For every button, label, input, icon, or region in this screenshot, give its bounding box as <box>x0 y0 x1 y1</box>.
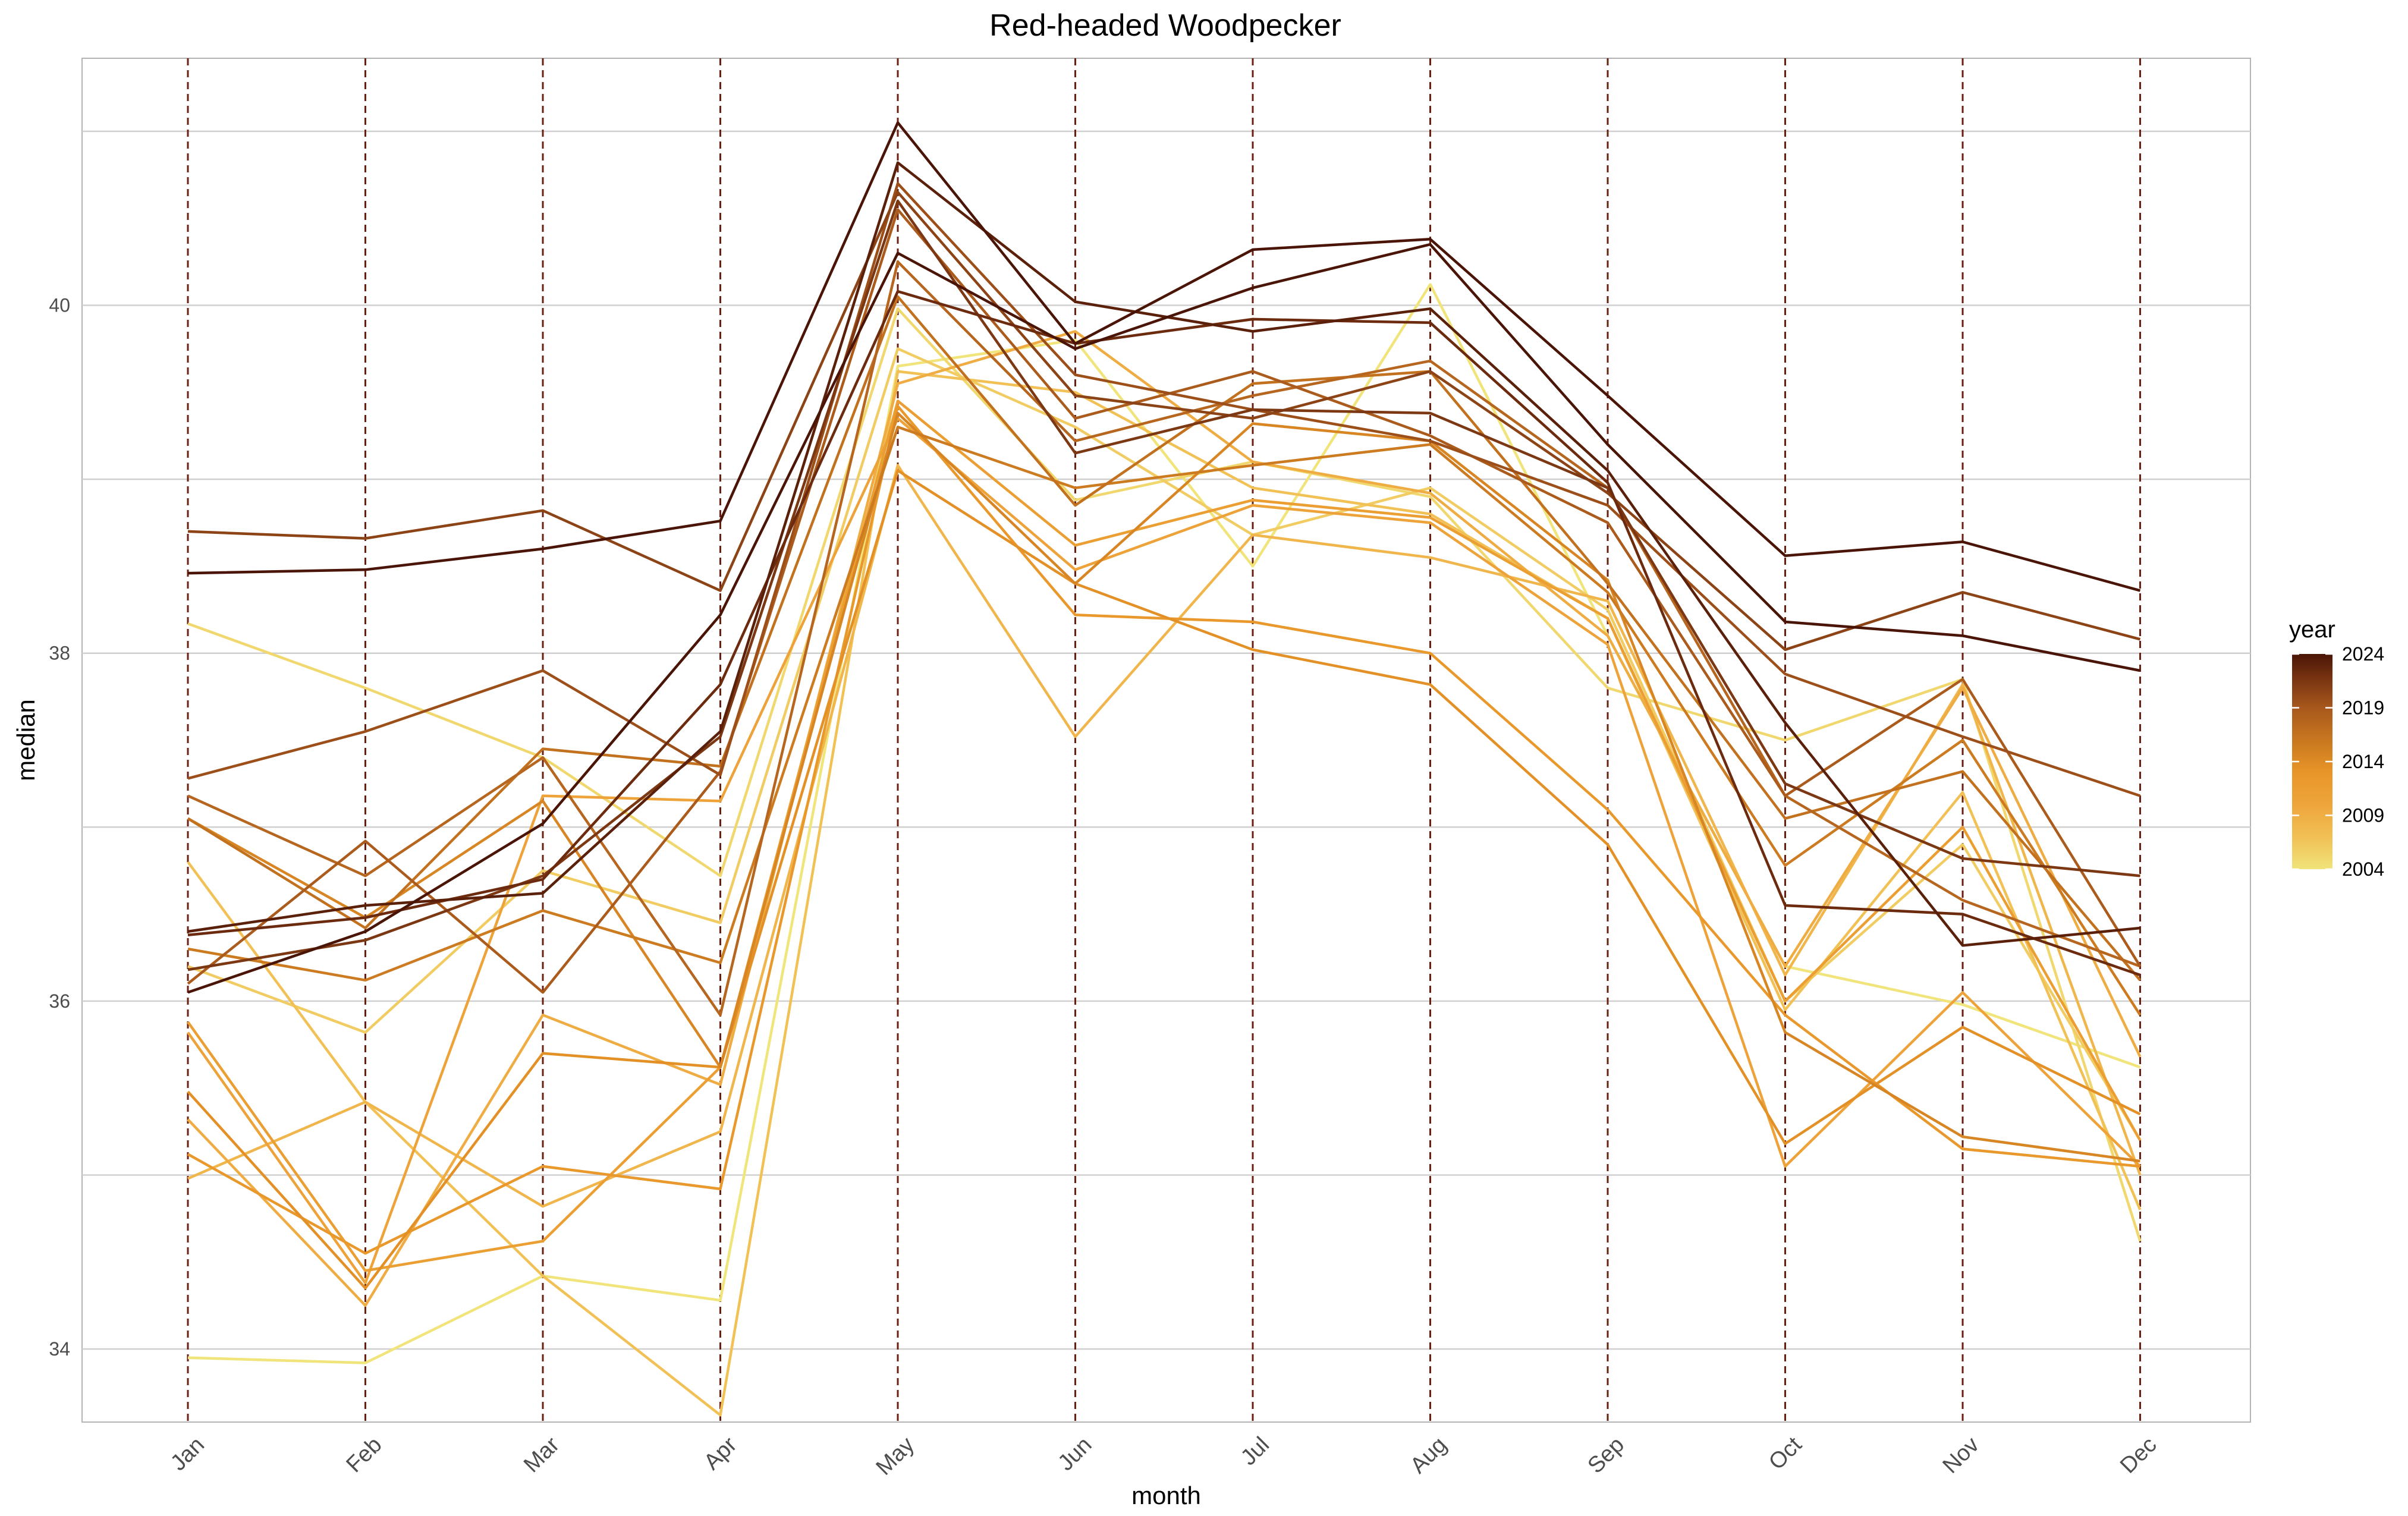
legend-tick-label: 2009 <box>2342 805 2384 826</box>
x-tick-label: Feb <box>342 1432 387 1477</box>
y-tick-label: 34 <box>49 1338 70 1360</box>
y-tick-label: 38 <box>49 643 70 664</box>
series-line-2017 <box>187 260 2141 1017</box>
series-line-2024 <box>187 121 2141 592</box>
series-line-2020 <box>187 191 2141 652</box>
x-tick-label: Apr <box>699 1432 742 1475</box>
series-line-2005 <box>187 307 2142 1242</box>
series-line-2006 <box>187 347 2142 1141</box>
y-axis-title: median <box>12 699 40 781</box>
x-tick-label: Aug <box>1406 1432 1452 1479</box>
x-axis-title: month <box>1131 1482 1201 1509</box>
x-tick-label: Dec <box>2115 1432 2161 1478</box>
plot-area: 34 36 38 40 Jan Feb Mar Apr May Jun Jul Aug Sep Oct No… <box>12 58 2251 1509</box>
series-line-2019 <box>187 182 2141 797</box>
legend-tick-label: 2014 <box>2342 751 2384 772</box>
series-line-2004 <box>187 283 2141 1364</box>
series-line-2011 <box>187 400 2142 1272</box>
series-line-2023 <box>187 161 2140 947</box>
series-line-2010 <box>187 417 2142 1285</box>
series-line-2012 <box>187 404 2140 1255</box>
series-line-2009 <box>187 330 2142 1307</box>
x-tick-label: Jun <box>1054 1432 1097 1476</box>
x-tick-label: Mar <box>519 1432 564 1477</box>
series-line-2008 <box>187 464 2142 1208</box>
panel-border <box>81 58 2251 1423</box>
legend-title: year <box>2289 617 2335 643</box>
x-tick-label: Nov <box>1938 1432 1984 1478</box>
y-tick-label: 40 <box>49 294 70 316</box>
series-line-2022 <box>187 290 2141 977</box>
series-line-2024 <box>187 243 2140 994</box>
legend-tick-label: 2004 <box>2342 858 2384 880</box>
legend-tick-label: 2024 <box>2342 643 2384 665</box>
series-line-2018 <box>187 208 2142 994</box>
legend: year 2004 2009 2014 2019 2024 <box>2289 617 2384 880</box>
series-line-2015 <box>187 426 2142 1016</box>
legend-tick-label: 2019 <box>2342 697 2384 719</box>
y-tick-label: 36 <box>49 990 70 1012</box>
x-tick-label: Jan <box>166 1432 209 1476</box>
series-line-2013 <box>187 469 2141 1289</box>
x-tick-label: Oct <box>1764 1432 1807 1475</box>
chart-title: Red-headed Woodpecker <box>989 8 1341 43</box>
series-line-2014 <box>187 411 2140 1163</box>
x-tick-label: Jul <box>1236 1432 1274 1470</box>
x-tick-label: Sep <box>1583 1432 1630 1479</box>
series-line-2016 <box>187 295 2142 982</box>
x-tick-label: May <box>872 1432 919 1480</box>
